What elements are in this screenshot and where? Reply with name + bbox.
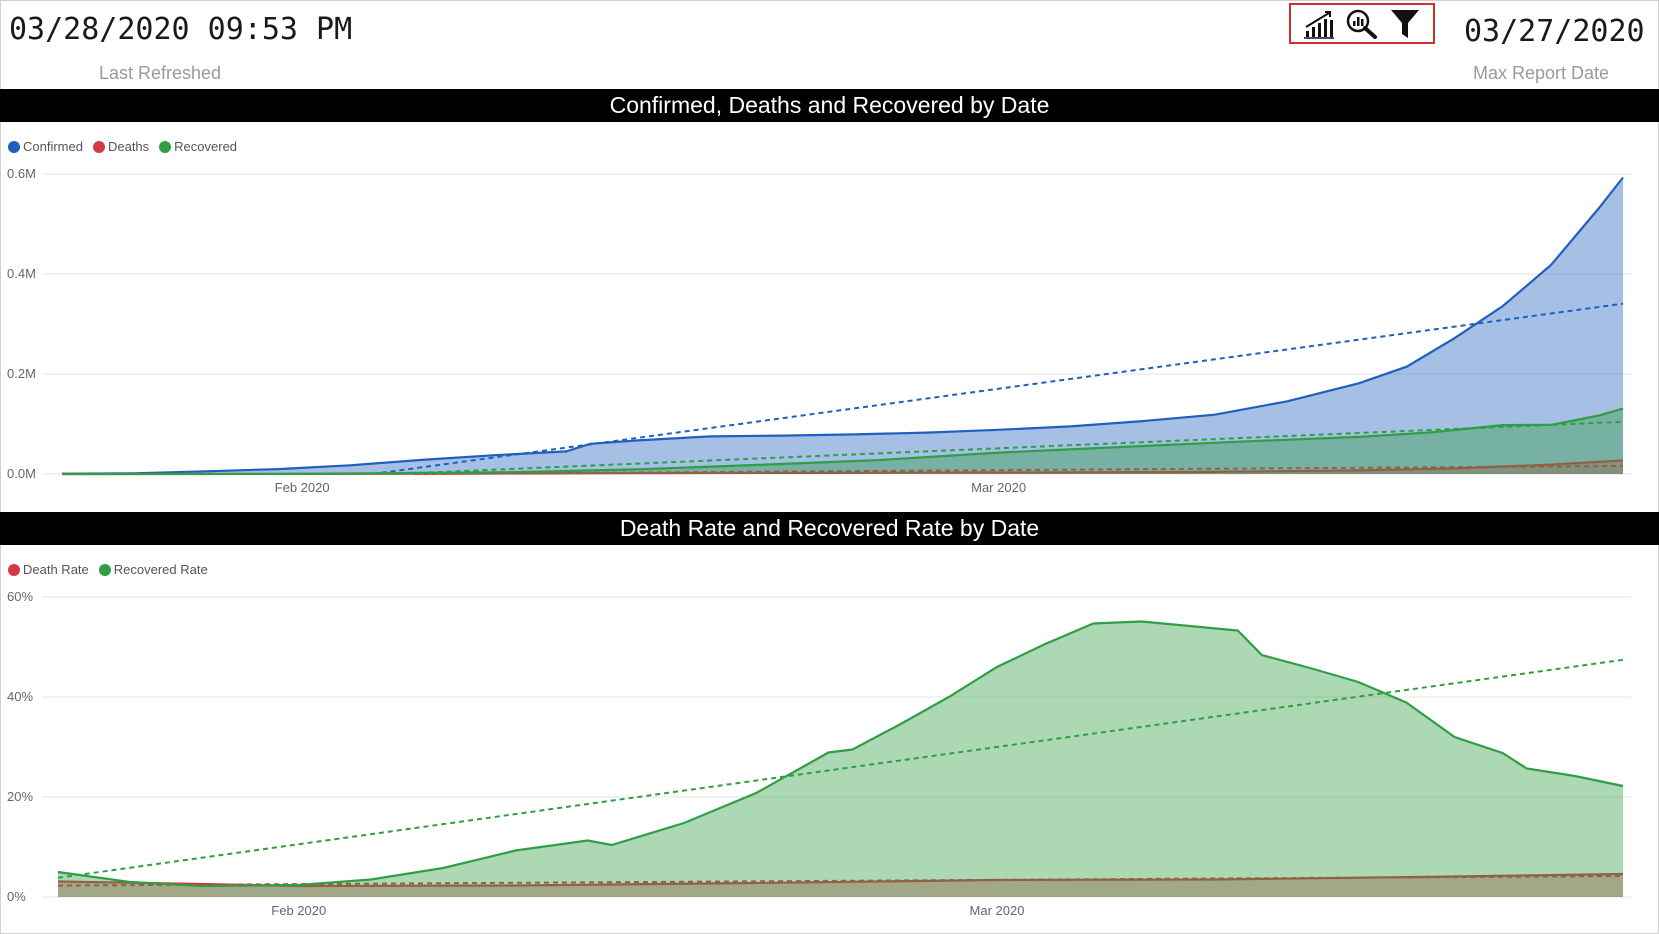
- y-tick-label: 0.0M: [7, 466, 36, 481]
- y-tick-label: 0.2M: [7, 366, 36, 381]
- analytics-search-icon: [1346, 9, 1377, 39]
- legend-label-deaths: Deaths: [107, 139, 150, 154]
- legend-item-death-rate[interactable]: Death Rate: [8, 562, 89, 577]
- x-tick-label: Feb 2020: [271, 903, 326, 918]
- y-tick-label: 20%: [7, 789, 33, 804]
- max-report-date-value: 03/27/2020: [1464, 14, 1645, 49]
- trend-line-recovered: [392, 420, 1624, 475]
- bar-chart-icon: [1303, 10, 1334, 39]
- area-recovered-rate: [58, 621, 1623, 897]
- chart2-title-bar: Death Rate and Recovered Rate by Date: [0, 512, 1659, 545]
- area-deaths: [62, 460, 1623, 474]
- legend-item-recovered[interactable]: Recovered: [159, 139, 237, 154]
- legend-marker-recovered: [159, 140, 172, 153]
- chart-death-recovered-rate: 0% 20% 40% 60% Feb 2020 Mar 2020: [7, 589, 1631, 918]
- legend-marker-confirmed: [8, 140, 20, 153]
- legend-label-recovered-rate: Recovered Rate: [113, 562, 208, 577]
- chart1-legend: Confirmed Deaths Recovered: [8, 139, 237, 154]
- y-tick-label: 40%: [7, 689, 33, 704]
- legend-marker-death-rate: [8, 563, 20, 576]
- area-confirmed: [62, 177, 1623, 474]
- chart-confirmed-deaths-recovered: 0.0M 0.2M 0.4M 0.6M Feb 2020 Mar 2020: [7, 166, 1631, 495]
- legend-label-confirmed: Confirmed: [23, 139, 83, 154]
- series-line-recovered-rate[interactable]: [57, 620, 1624, 888]
- legend-label-recovered: Recovered: [174, 139, 238, 154]
- last-refreshed-value: 03/28/2020 09:53 PM: [9, 12, 353, 47]
- x-tick-label: Mar 2020: [970, 903, 1025, 918]
- legend-marker-deaths: [92, 140, 105, 153]
- analytics-search-button[interactable]: [1344, 7, 1380, 41]
- filter-button[interactable]: [1387, 7, 1423, 41]
- chart1-title-bar: Confirmed, Deaths and Recovered by Date: [0, 89, 1659, 122]
- trend-line-deaths: [414, 465, 1624, 475]
- legend-item-deaths[interactable]: Deaths: [92, 139, 150, 154]
- trend-line-confirmed: [372, 302, 1624, 475]
- chart1-title: Confirmed, Deaths and Recovered by Date: [609, 92, 1050, 118]
- x-tick-label: Feb 2020: [275, 480, 330, 495]
- last-refreshed-label: Last Refreshed: [99, 63, 222, 83]
- y-tick-label: 0.6M: [7, 166, 36, 181]
- legend-label-death-rate: Death Rate: [23, 562, 89, 577]
- filter-icon: [1391, 9, 1420, 38]
- legend-marker-recovered-rate: [98, 563, 111, 576]
- x-tick-label: Mar 2020: [971, 480, 1026, 495]
- chart2-legend: Death Rate Recovered Rate: [8, 562, 208, 577]
- chart2-title: Death Rate and Recovered Rate by Date: [619, 515, 1040, 541]
- trend-line-recovered-rate: [57, 658, 1624, 879]
- series-line-confirmed[interactable]: [61, 176, 1624, 475]
- y-tick-label: 0%: [7, 889, 26, 904]
- area-recovered: [62, 408, 1623, 474]
- legend-item-confirmed[interactable]: Confirmed: [8, 139, 83, 154]
- y-tick-label: 60%: [7, 589, 33, 604]
- toolbar: [1289, 3, 1435, 44]
- max-report-date-label: Max Report Date: [1473, 63, 1610, 83]
- legend-item-recovered-rate[interactable]: Recovered Rate: [98, 562, 208, 577]
- bar-chart-button[interactable]: [1301, 7, 1337, 41]
- y-tick-label: 0.4M: [7, 266, 36, 281]
